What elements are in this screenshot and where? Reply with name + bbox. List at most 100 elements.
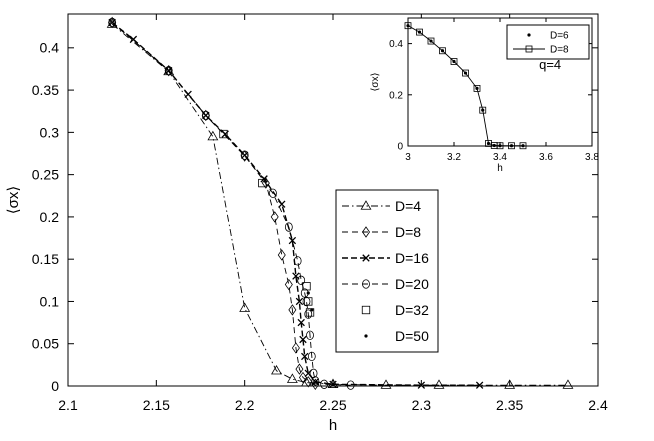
main-legend-marker — [361, 305, 371, 315]
main-data-point — [329, 380, 337, 389]
main-legend-label: D=8 — [395, 224, 421, 240]
main-data-point — [306, 330, 314, 340]
main-data-point — [288, 304, 297, 316]
inset-legend: D=6D=8 — [506, 24, 590, 60]
main-legend-label: D=16 — [395, 250, 429, 266]
inset-legend-label: D=6 — [550, 31, 569, 42]
main-data-point — [261, 177, 270, 189]
main-xtick-label: 2.35 — [496, 397, 523, 413]
main-data-point — [164, 65, 173, 76]
main-data-point — [240, 150, 249, 160]
main-data-point — [288, 236, 297, 245]
main-data-point — [475, 381, 484, 389]
main-ytick-label: 0.35 — [32, 82, 59, 98]
main-xtick-label: 2.3 — [412, 397, 432, 413]
inset-data-point — [450, 58, 458, 65]
inset-ytick-label: 0.2 — [389, 90, 403, 101]
main-legend-marker — [362, 279, 370, 289]
inset-xlabel: h — [497, 163, 503, 174]
inset-xtick-label: 3.6 — [539, 152, 553, 163]
main-series-line — [111, 22, 351, 386]
main-data-point — [297, 318, 305, 327]
main-xtick-label: 2.4 — [588, 397, 608, 413]
main-legend-label: D=50 — [395, 328, 429, 344]
main-legend-label: D=32 — [395, 302, 429, 318]
main-data-point — [346, 380, 355, 390]
inset-ytick-label: 0 — [397, 142, 403, 153]
main-data-point — [284, 222, 293, 232]
inset-data-point — [519, 142, 527, 150]
main-data-point — [304, 376, 313, 388]
main-data-point — [306, 291, 310, 295]
main-data-point — [239, 302, 251, 312]
main-data-point — [293, 256, 302, 266]
main-data-point — [301, 352, 309, 361]
main-data-point — [129, 35, 138, 44]
main-ytick-label: 0.2 — [40, 209, 60, 225]
inset-data-point — [404, 22, 412, 30]
main-xtick-label: 2.15 — [143, 397, 170, 413]
main-xtick-label: 2.2 — [235, 397, 255, 413]
inset-legend-label: D=8 — [550, 45, 569, 56]
inset-ylabel: ⟨σx⟩ — [370, 72, 381, 91]
main-series-D=32 — [219, 129, 315, 317]
main-data-point — [278, 200, 286, 208]
main-data-point — [286, 373, 298, 383]
main-data-point — [258, 178, 267, 188]
main-ytick-label: 0.4 — [40, 40, 60, 56]
main-data-point — [301, 376, 312, 387]
main-data-point — [291, 342, 300, 354]
inset-xtick-label: 3.8 — [585, 152, 599, 163]
inset-data-point — [479, 106, 487, 114]
main-data-point — [108, 17, 117, 28]
main-data-point — [299, 335, 307, 344]
main-data-point — [433, 379, 445, 389]
inset-series-line — [407, 25, 523, 147]
main-data-point — [311, 376, 320, 386]
main-data-point — [327, 378, 339, 388]
main-data-point — [284, 278, 293, 291]
main-data-point — [302, 282, 311, 291]
inset-data-point — [462, 69, 469, 77]
main-data-point — [240, 150, 249, 162]
main-data-point — [295, 297, 304, 306]
main-ytick-label: 0.3 — [40, 124, 60, 140]
main-ylabel: ⟨σx⟩ — [5, 186, 22, 214]
main-data-point — [269, 188, 277, 198]
inset-data-point — [439, 47, 446, 55]
main-ytick-label: 0.1 — [40, 293, 60, 309]
main-ytick-label: 0 — [51, 378, 59, 394]
main-data-point — [311, 378, 320, 386]
main-data-point — [309, 368, 318, 378]
main-series-line — [111, 23, 568, 386]
main-series-D=50 — [306, 291, 314, 312]
main-data-point — [320, 379, 329, 389]
main-data-point — [562, 379, 574, 389]
inset-data-point — [496, 142, 504, 150]
main-ytick-label: 0.05 — [32, 336, 59, 352]
main-data-point — [302, 296, 311, 307]
inset-xtick-label: 3.4 — [493, 152, 507, 163]
inset-series-D=8 — [404, 22, 527, 150]
main-legend-marker — [362, 254, 370, 262]
main-legend-label: D=4 — [395, 198, 421, 214]
main-data-point — [270, 211, 279, 223]
main-data-point — [219, 129, 228, 139]
inset-legend-marker — [527, 33, 531, 37]
inset-xtick-label: 3.2 — [447, 152, 461, 163]
main-data-point — [304, 297, 313, 306]
main-data-point — [271, 364, 282, 375]
main-series-D=20 — [108, 17, 355, 390]
main-legend-marker — [362, 226, 370, 238]
main-ytick-label: 0.25 — [32, 167, 59, 183]
inset-data-point — [416, 28, 423, 36]
inset-annotation: q=4 — [539, 57, 561, 72]
main-data-point — [504, 379, 516, 389]
inset-ytick-label: 0.4 — [389, 39, 403, 50]
inset-xtick-label: 3 — [405, 152, 411, 163]
main-data-point — [307, 351, 316, 362]
main-xtick-label: 2.1 — [58, 397, 78, 413]
main-data-point — [207, 130, 219, 141]
